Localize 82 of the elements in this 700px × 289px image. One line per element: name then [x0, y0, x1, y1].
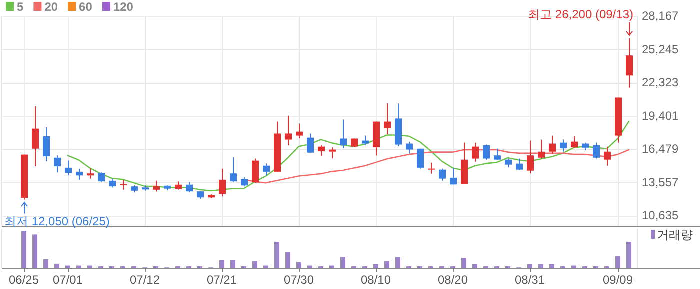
- candlestick: [516, 158, 523, 172]
- bar: [616, 256, 620, 268]
- bar: [626, 242, 632, 268]
- bar: [22, 231, 26, 268]
- legend-label: 거래량: [657, 228, 693, 242]
- bar: [230, 260, 236, 268]
- candlestick: [450, 167, 457, 186]
- annotation: 최고 26,200 (09/13): [528, 7, 634, 22]
- candlestick: [153, 180, 160, 192]
- legend-label: 20: [44, 0, 58, 14]
- bar: [538, 264, 544, 268]
- candlestick: [43, 126, 50, 162]
- candlestick: [98, 172, 105, 183]
- candlestick: [318, 144, 325, 156]
- candlestick: [439, 168, 446, 182]
- candlestick: [186, 182, 193, 193]
- candlestick: [384, 103, 391, 136]
- candlestick: [230, 157, 237, 183]
- candlestick: [307, 133, 314, 154]
- candlestick: [87, 168, 94, 180]
- bar: [274, 242, 280, 268]
- x-tick-label: 08/31: [514, 273, 546, 287]
- bar: [374, 264, 378, 268]
- bar: [44, 259, 48, 268]
- candlestick: [32, 106, 39, 168]
- bar: [286, 252, 290, 268]
- y-tick-label: 19,401: [642, 108, 680, 123]
- candlestick: [527, 140, 534, 174]
- bar: [472, 264, 478, 268]
- candlestick: [472, 142, 479, 162]
- candlestick: [252, 158, 259, 184]
- candlestick: [593, 142, 600, 160]
- y-tick-label: 22,323: [642, 76, 680, 90]
- x-tick-label: 07/21: [206, 273, 238, 287]
- x-tick-label: 08/10: [360, 273, 392, 287]
- candlestick: [362, 135, 369, 146]
- x-tick-label: 07/30: [284, 273, 314, 287]
- bar: [396, 257, 400, 268]
- candlestick: [626, 38, 633, 88]
- bar: [528, 264, 532, 268]
- y-tick-label: 13,557: [642, 175, 680, 190]
- candlestick: [54, 155, 61, 174]
- candlestick: [340, 119, 347, 150]
- x-tick-label: 07/01: [52, 273, 84, 287]
- candlestick: [76, 168, 83, 180]
- bar: [340, 257, 346, 268]
- legend-label: 5: [17, 0, 24, 14]
- bar: [54, 264, 60, 268]
- candlestick: [571, 136, 578, 150]
- bar: [296, 262, 302, 268]
- legend-label: 60: [79, 0, 93, 14]
- candlestick: [549, 135, 556, 154]
- candlestick: [263, 163, 270, 176]
- candlestick: [406, 141, 413, 154]
- bar: [252, 261, 258, 268]
- x-tick-label: 07/12: [130, 273, 160, 287]
- candlestick: [417, 148, 424, 170]
- bar: [220, 260, 224, 268]
- candlestick: [428, 162, 435, 174]
- y-tick-label: 25,245: [642, 42, 680, 56]
- bar: [384, 261, 390, 268]
- candlestick: [483, 144, 490, 160]
- y-tick-label: 10,635: [642, 208, 680, 223]
- candlestick: [65, 160, 72, 176]
- candlestick: [604, 146, 611, 166]
- x-tick-label: 06/25: [8, 273, 40, 287]
- candlestick: [296, 123, 303, 140]
- x-tick-label: 09/09: [602, 273, 634, 287]
- bar: [550, 264, 554, 268]
- candlestick: [494, 148, 501, 160]
- candlestick: [538, 139, 545, 160]
- x-tick-label: 08/20: [438, 273, 468, 287]
- y-tick-label: 28,167: [642, 9, 680, 23]
- annotation: 최저 12,050 (06/25): [4, 214, 110, 229]
- bar: [32, 234, 38, 268]
- candlestick: [219, 168, 226, 198]
- candlestick: [560, 139, 567, 152]
- candlestick: [329, 147, 336, 160]
- y-tick-label: 16,479: [642, 142, 680, 156]
- candlestick: [285, 115, 292, 146]
- legend-label: 120: [113, 0, 134, 14]
- bar: [462, 258, 466, 268]
